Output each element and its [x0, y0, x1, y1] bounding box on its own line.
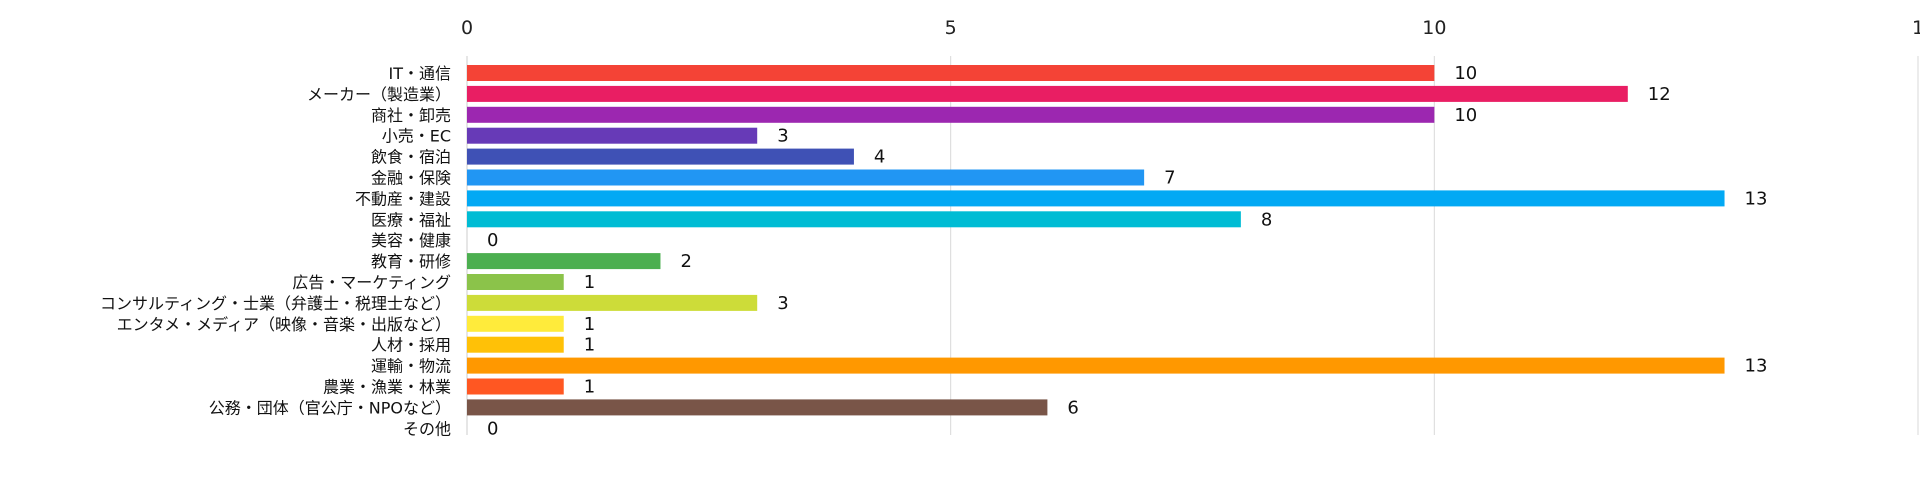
data-label: 6 [1067, 397, 1078, 418]
category-label: 小売・EC [382, 127, 451, 146]
bar [467, 190, 1725, 207]
bar [467, 315, 564, 332]
bar [467, 169, 1145, 186]
category-label: 農業・漁業・林業 [323, 378, 451, 397]
category-label: 公務・団体（官公庁・NPOなど） [209, 398, 451, 417]
data-label: 8 [1261, 209, 1272, 230]
category-label: 教育・研修 [371, 252, 451, 271]
category-label: コンサルティング・士業（弁護士・税理士など） [100, 294, 451, 313]
category-label: 美容・健康 [371, 231, 451, 250]
bar [467, 294, 758, 311]
category-label: 人材・採用 [371, 336, 451, 355]
bar [467, 85, 1628, 102]
bar [467, 399, 1048, 416]
data-label: 4 [874, 147, 885, 168]
category-label: その他 [403, 419, 451, 438]
category-label: エンタメ・メディア（映像・音楽・出版など） [117, 315, 451, 334]
data-label: 3 [777, 293, 788, 314]
data-label: 7 [1164, 168, 1175, 189]
bar [467, 65, 1435, 81]
bar [467, 253, 661, 270]
bar [467, 336, 564, 353]
bar [467, 357, 1725, 374]
data-label: 12 [1648, 84, 1671, 105]
category-label: 広告・マーケティング [292, 273, 451, 292]
data-label: 10 [1454, 63, 1477, 84]
data-label: 3 [777, 126, 788, 147]
x-tick-label: 0 [461, 17, 473, 39]
data-label: 1 [584, 272, 595, 293]
data-label: 13 [1745, 356, 1768, 377]
category-label: 不動産・建設 [355, 189, 451, 208]
x-tick-label: 10 [1422, 17, 1446, 39]
data-label: 0 [487, 418, 498, 439]
x-tick-label: 1 [1912, 17, 1920, 39]
x-tick-label: 5 [945, 17, 957, 39]
bar [467, 211, 1241, 228]
data-label: 13 [1745, 188, 1768, 209]
data-label: 2 [680, 251, 691, 272]
data-label: 1 [584, 314, 595, 335]
data-label: 1 [584, 335, 595, 356]
bar [467, 127, 758, 144]
bar [467, 148, 854, 165]
category-label: 金融・保険 [371, 169, 451, 188]
data-label: 0 [487, 230, 498, 251]
category-label: 飲食・宿泊 [371, 148, 451, 167]
data-label: 10 [1454, 105, 1477, 126]
bar [467, 106, 1435, 123]
category-label: メーカー（製造業） [307, 85, 451, 104]
data-label: 1 [584, 377, 595, 398]
category-label: 運輸・物流 [371, 357, 451, 376]
bar [467, 378, 564, 395]
category-label: 商社・卸売 [371, 106, 451, 125]
bar [467, 274, 564, 290]
category-label: 医療・福祉 [371, 210, 451, 229]
category-label: IT・通信 [389, 64, 452, 83]
